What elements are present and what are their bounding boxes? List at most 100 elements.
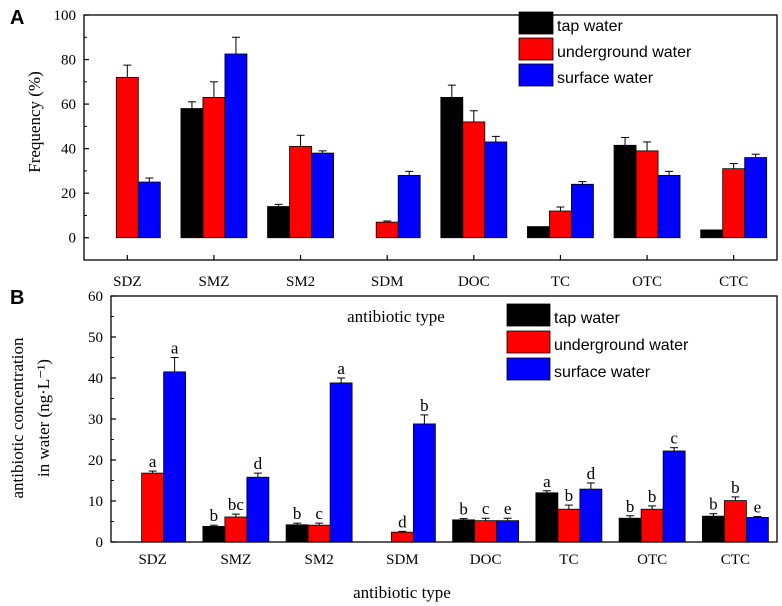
- bar: [618, 517, 642, 543]
- y-tick-label: 40: [61, 142, 76, 158]
- x-tick-label: SDM: [371, 274, 404, 290]
- bar: [657, 174, 681, 239]
- significance-label: d: [254, 454, 263, 473]
- x-tick-label: SMZ: [220, 552, 251, 568]
- significance-label: a: [149, 452, 157, 471]
- significance-label: e: [504, 499, 512, 518]
- bar: [202, 526, 226, 543]
- legend-swatch: [506, 357, 551, 381]
- x-tick-label: SDZ: [138, 552, 166, 568]
- bar: [484, 141, 508, 239]
- significance-label: a: [543, 472, 551, 491]
- x-tick-label: CTC: [721, 552, 750, 568]
- panel-b-legend: tap water underground water surface water: [506, 303, 689, 381]
- bar: [557, 508, 581, 543]
- panel-b-y-axis-title-line2: in water (ng·L⁻¹): [34, 359, 53, 477]
- legend-label: tap water: [557, 18, 623, 35]
- bar: [723, 500, 747, 543]
- y-tick-label: 50: [88, 330, 103, 346]
- bar: [535, 492, 559, 543]
- bar: [452, 519, 476, 543]
- legend-label: surface water: [557, 70, 654, 87]
- y-tick-label: 40: [88, 371, 103, 387]
- bar: [722, 168, 746, 239]
- panel-b-stray-axis-label: antibiotic type: [347, 307, 445, 326]
- x-tick-label: SMZ: [199, 274, 230, 290]
- panel-b: B antibiotic concentration in water (ng·…: [8, 287, 778, 602]
- y-tick-label: 0: [69, 231, 77, 247]
- panel-b-x-axis-title: antibiotic type: [353, 583, 451, 602]
- bar: [307, 524, 331, 543]
- bar: [474, 520, 498, 543]
- bar: [329, 382, 353, 543]
- bar: [224, 516, 248, 543]
- x-tick-label: OTC: [632, 274, 662, 290]
- significance-label: bc: [228, 495, 245, 514]
- significance-label: b: [626, 497, 635, 516]
- x-tick-label: SM2: [286, 274, 315, 290]
- panel-a-plot-area: 0 20 40 60 80 100 SDZ SMZ SM2 SDM DOC TC OTC CTC: [54, 8, 778, 290]
- bar: [613, 144, 637, 239]
- significance-label: b: [420, 396, 429, 415]
- panel-a-y-axis-title: Frequency (%): [25, 71, 44, 173]
- bar: [141, 472, 165, 543]
- significance-label: b: [565, 486, 574, 505]
- bar: [579, 488, 603, 543]
- y-tick-label: 60: [61, 97, 76, 113]
- y-tick-label: 0: [96, 535, 104, 551]
- bar: [375, 221, 399, 239]
- legend-label: underground water: [557, 44, 692, 61]
- significance-label: a: [171, 339, 179, 358]
- x-tick-label: OTC: [637, 552, 667, 568]
- bar: [412, 423, 436, 543]
- bar: [311, 152, 334, 239]
- y-tick-label: 30: [88, 412, 103, 428]
- bar: [163, 371, 187, 543]
- x-tick-label: SDM: [386, 552, 419, 568]
- panel-b-letter: B: [10, 287, 24, 309]
- y-tick-label: 80: [61, 53, 76, 69]
- x-tick-label: SDZ: [113, 274, 141, 290]
- bar: [700, 229, 724, 239]
- bar: [115, 76, 139, 239]
- x-tick-label: DOC: [458, 274, 490, 290]
- significance-label: d: [398, 512, 407, 531]
- significance-label: c: [670, 429, 678, 448]
- x-tick-label: TC: [551, 274, 570, 290]
- significance-label: b: [210, 506, 219, 525]
- legend-swatch: [506, 330, 551, 354]
- plot-frame: [83, 14, 778, 261]
- x-tick-label: TC: [559, 552, 578, 568]
- legend-swatch: [518, 37, 554, 61]
- bar: [662, 450, 686, 543]
- bar: [640, 508, 664, 543]
- y-tick-label: 10: [88, 494, 103, 510]
- bar: [267, 206, 290, 239]
- x-tick-label: CTC: [719, 274, 748, 290]
- significance-label: b: [731, 478, 740, 497]
- bar: [137, 181, 161, 239]
- bar: [202, 97, 226, 239]
- legend-swatch: [518, 63, 554, 87]
- bar: [496, 520, 520, 543]
- bar: [285, 524, 309, 543]
- legend-swatch: [518, 11, 554, 35]
- bar: [527, 226, 550, 239]
- significance-label: b: [709, 495, 718, 514]
- x-tick-label: SM2: [305, 552, 334, 568]
- bar: [289, 146, 312, 239]
- panel-a-letter: A: [10, 7, 24, 29]
- x-tick-label: DOC: [470, 552, 502, 568]
- bar: [462, 121, 486, 239]
- significance-label: d: [587, 464, 596, 483]
- legend-label: underground water: [554, 337, 689, 354]
- y-tick-label: 60: [88, 289, 103, 305]
- significance-label: c: [482, 499, 490, 518]
- significance-label: b: [648, 487, 657, 506]
- significance-label: b: [293, 504, 302, 523]
- y-tick-label: 20: [88, 453, 103, 469]
- bar: [745, 517, 769, 543]
- bar: [390, 531, 414, 543]
